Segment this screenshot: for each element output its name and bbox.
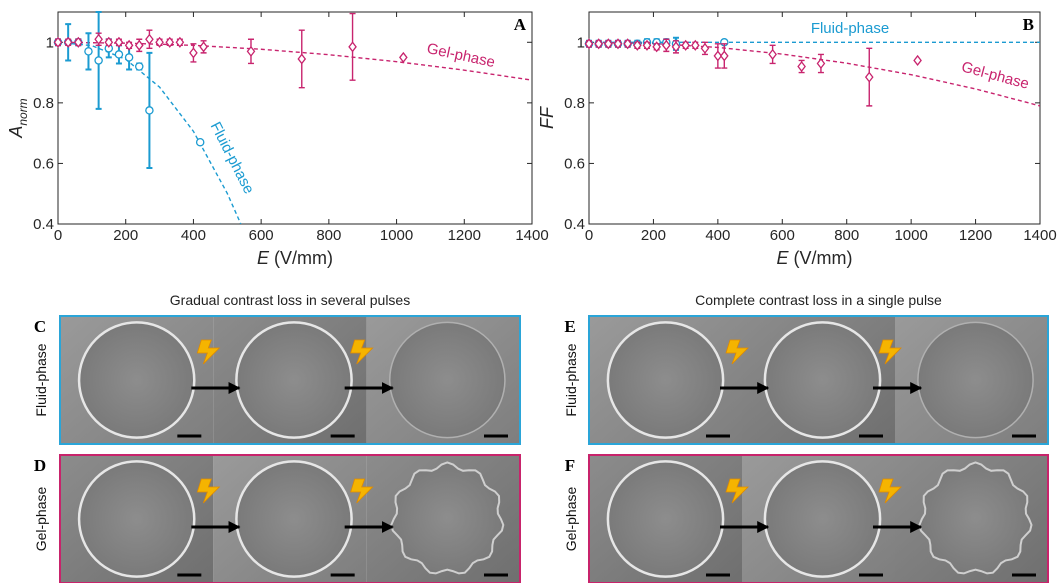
y-tick-label: 0.6 — [33, 155, 54, 172]
vesicle — [79, 461, 194, 576]
panel-label: A — [514, 15, 527, 34]
x-tick-label: 200 — [113, 227, 138, 244]
figure: 02004006008001000120014000.40.60.81E(V/m… — [0, 0, 1063, 583]
y-tick-label: 0.8 — [33, 95, 54, 112]
x-axis-label: E(V/mm) — [777, 248, 853, 268]
data-point — [197, 139, 204, 146]
x-tick-label: 600 — [249, 227, 274, 244]
data-point — [85, 48, 92, 55]
vesicle — [236, 461, 351, 576]
y-tick-label: 0.8 — [564, 95, 585, 112]
data-point — [136, 63, 143, 70]
x-axis-symbol: E — [257, 248, 270, 268]
x-axis-symbol: E — [777, 248, 790, 268]
row-label: Fluid-phase — [563, 343, 579, 416]
x-tick-label: 1000 — [894, 227, 927, 244]
y-axis-label: FF — [537, 106, 557, 129]
x-tick-label: 600 — [770, 227, 795, 244]
x-axis-label: E(V/mm) — [257, 248, 333, 268]
x-tick-label: 1000 — [380, 227, 413, 244]
y-axis-symbol: FF — [537, 106, 557, 129]
data-point — [95, 57, 102, 64]
x-axis-unit: (V/mm) — [794, 248, 853, 268]
vesicle — [765, 461, 880, 576]
x-tick-label: 1400 — [515, 227, 548, 244]
row-label: Fluid-phase — [33, 343, 49, 416]
vesicle — [236, 322, 351, 437]
chart: 0 200 400 600 800 1000 1200 1400 0.4 0.6 0.8 1 E(V/m… — [537, 12, 1057, 268]
y-tick-label: 0.4 — [33, 216, 54, 233]
x-tick-label: 400 — [181, 227, 206, 244]
panel-title: Complete contrast loss in a single pulse — [695, 292, 942, 308]
x-tick-label: 0 — [54, 227, 62, 244]
panel-label: C — [34, 317, 46, 336]
x-tick-label: 1200 — [959, 227, 992, 244]
row-label: Gel-phase — [33, 486, 49, 551]
panel-title: Gradual contrast loss in several pulses — [170, 292, 410, 308]
y-axis-label: Anorm — [6, 98, 30, 138]
x-tick-label: 400 — [705, 227, 730, 244]
panel-label: D — [34, 456, 46, 475]
vesicle — [608, 461, 723, 576]
y-tick-label: 1 — [46, 34, 54, 51]
x-tick-label: 200 — [641, 227, 666, 244]
x-tick-label: 800 — [316, 227, 341, 244]
x-tick-label: 1200 — [448, 227, 481, 244]
y-tick-label: 0.6 — [564, 155, 585, 172]
data-point — [126, 54, 133, 61]
y-tick-label: 0.4 — [564, 216, 585, 233]
chart: 0 200 400 600 800 1000 1200 1400 0.4 0.6 0.8 1 E(V/m… — [6, 12, 549, 268]
x-axis-unit: (V/mm) — [274, 248, 333, 268]
data-point — [115, 51, 122, 58]
vesicle — [79, 322, 194, 437]
vesicle — [390, 322, 505, 437]
row-label: Gel-phase — [563, 486, 579, 551]
data-point — [146, 107, 153, 114]
y-axis-subscript: norm — [16, 98, 30, 125]
x-tick-label: 800 — [834, 227, 859, 244]
panel-label: B — [1023, 15, 1034, 34]
vesicle — [765, 322, 880, 437]
panel-label: F — [565, 456, 575, 475]
vesicle — [918, 322, 1033, 437]
vesicle — [608, 322, 723, 437]
x-tick-label: 0 — [585, 227, 593, 244]
y-axis-symbol: A — [6, 126, 26, 139]
x-tick-label: 1400 — [1023, 227, 1056, 244]
panel-label: E — [564, 317, 575, 336]
curve-annotation: Fluid-phase — [811, 20, 889, 37]
y-tick-label: 1 — [577, 34, 585, 51]
